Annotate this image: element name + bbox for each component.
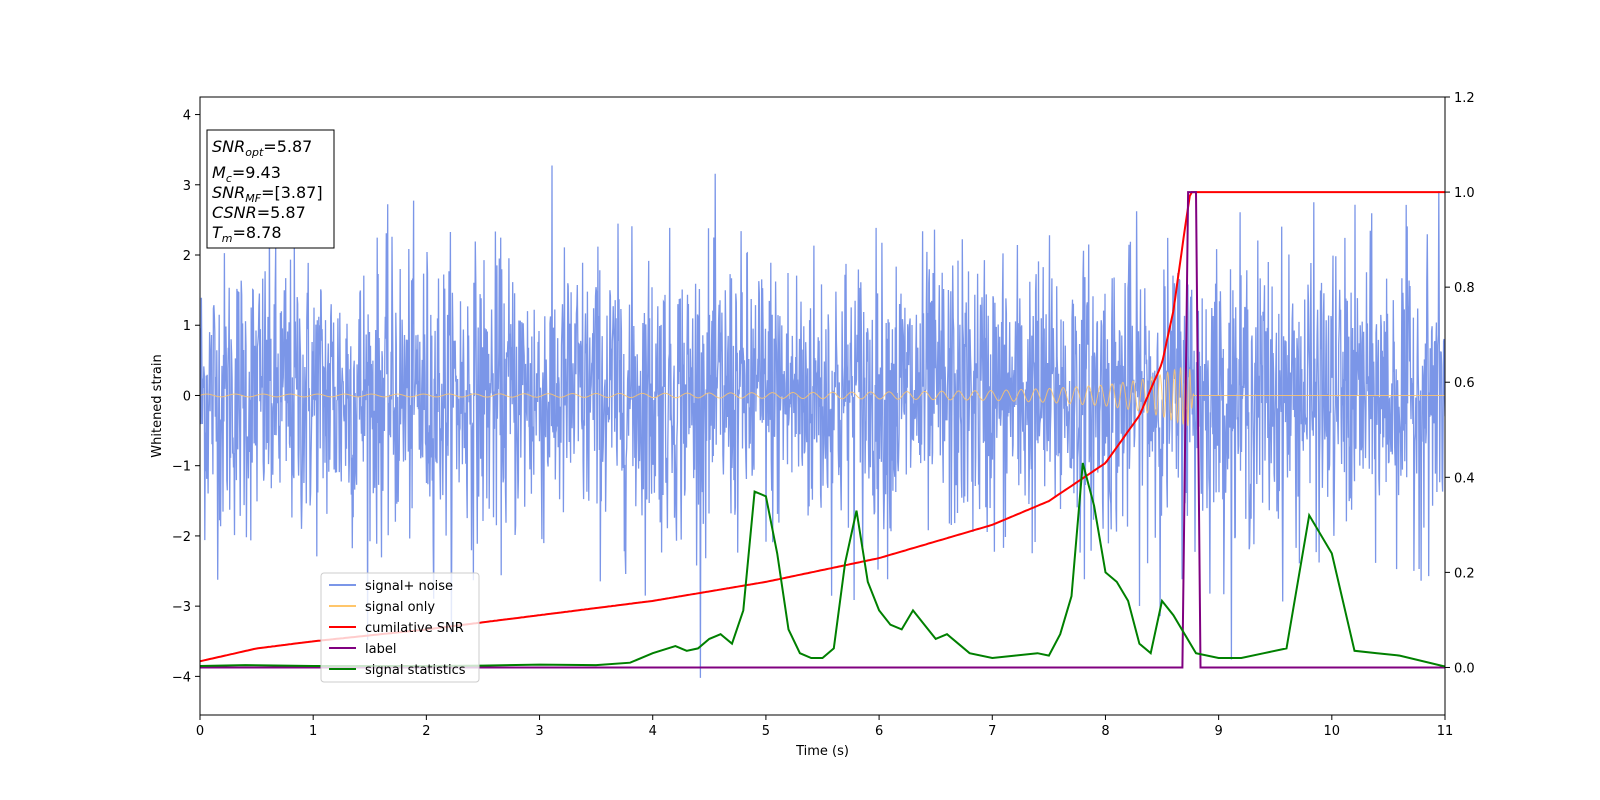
x-tick-label: 0 xyxy=(196,724,204,739)
annotation-value: =5.87 xyxy=(257,203,306,222)
x-tick-label: 8 xyxy=(1101,724,1109,739)
x-tick-label: 2 xyxy=(422,724,430,739)
y-tick-label: 4 xyxy=(183,109,191,124)
legend-item: signal statistics xyxy=(329,663,466,678)
y-tick-label: 1 xyxy=(183,319,191,334)
x-axis-label: Time (s) xyxy=(795,744,849,759)
y2-tick-label: 0.8 xyxy=(1454,281,1475,296)
x-axis: 0 1 2 3 4 5 6 7 8 9 10 11 xyxy=(196,715,1453,739)
y-tick-label: 2 xyxy=(183,249,191,264)
y2-tick-label: 0.2 xyxy=(1454,566,1475,581)
series-label-line xyxy=(200,191,1445,669)
annotation-line: SNRopt=5.87 xyxy=(212,137,312,159)
annotation-subscript: c xyxy=(226,172,232,185)
x-tick-label: 5 xyxy=(762,724,770,739)
y-tick-label: 0 xyxy=(183,389,191,404)
annotation-subscript: MF xyxy=(245,192,261,205)
series-signal-statistics-line xyxy=(200,462,1445,668)
legend: signal+ noise signal only cumilative SNR la… xyxy=(320,572,480,683)
y2-tick-label: 0.0 xyxy=(1454,661,1475,676)
y-axis-label: Whitened strain xyxy=(150,354,165,457)
x-tick-label: 9 xyxy=(1214,724,1222,739)
legend-label: cumilative SNR xyxy=(365,621,464,636)
annotation-value: =8.78 xyxy=(233,223,282,242)
y2-tick-label: 0.4 xyxy=(1454,471,1475,486)
annotation-frame xyxy=(206,129,335,249)
legend-item: signal+ noise xyxy=(329,579,453,594)
legend-label: signal only xyxy=(365,600,435,615)
y-tick-label: −1 xyxy=(172,460,191,475)
y-tick-label: −2 xyxy=(172,530,191,545)
annotation-var: CSNR xyxy=(212,203,257,222)
series-signal-only-line xyxy=(200,365,1445,426)
annotation-var: T xyxy=(212,223,223,242)
annotation-line: CSNR=5.87 xyxy=(212,203,306,222)
y-axis-left: −4 −3 −2 −1 0 1 2 3 4 xyxy=(172,109,200,685)
annotation-subscript: opt xyxy=(245,146,264,159)
annotation-var: SNR xyxy=(212,137,245,156)
annotation-var: SNR xyxy=(212,183,245,202)
x-tick-label: 4 xyxy=(649,724,657,739)
x-tick-label: 6 xyxy=(875,724,883,739)
legend-label: signal statistics xyxy=(365,663,466,678)
annotation-line: Tm=8.78 xyxy=(212,223,282,245)
y-tick-label: −3 xyxy=(172,600,191,615)
y2-tick-label: 1.2 xyxy=(1454,91,1475,106)
legend-label: label xyxy=(365,642,396,657)
plot-frame xyxy=(199,96,1446,716)
legend-item: label xyxy=(329,642,396,657)
annotation-box: SNRopt=5.87Mc=9.43SNRMF=[3.87]CSNR=5.87T… xyxy=(206,129,335,249)
y-tick-label: 3 xyxy=(183,179,191,194)
x-tick-label: 10 xyxy=(1324,724,1341,739)
annotation-subscript: m xyxy=(222,232,233,245)
legend-item: signal only xyxy=(329,600,435,615)
annotation-line: Mc=9.43 xyxy=(212,163,281,185)
annotation-value: =9.43 xyxy=(232,163,281,182)
annotation-var: M xyxy=(212,163,226,182)
legend-label: signal+ noise xyxy=(365,579,453,594)
y2-tick-label: 1.0 xyxy=(1454,186,1475,201)
annotation-value: =5.87 xyxy=(263,137,312,156)
annotation-line: SNRMF=[3.87] xyxy=(212,183,323,205)
x-tick-label: 11 xyxy=(1437,724,1454,739)
y-axis-right: 0.0 0.2 0.4 0.6 0.8 1.0 1.2 xyxy=(1445,91,1475,676)
series-signal-noise-line xyxy=(200,165,1445,678)
annotation-value: =[3.87] xyxy=(261,183,323,202)
y2-tick-label: 0.6 xyxy=(1454,376,1475,391)
x-tick-label: 7 xyxy=(988,724,996,739)
x-tick-label: 1 xyxy=(309,724,317,739)
legend-item: cumilative SNR xyxy=(329,621,464,636)
legend-frame xyxy=(320,572,480,683)
y-tick-label: −4 xyxy=(172,670,191,685)
x-tick-label: 3 xyxy=(535,724,543,739)
